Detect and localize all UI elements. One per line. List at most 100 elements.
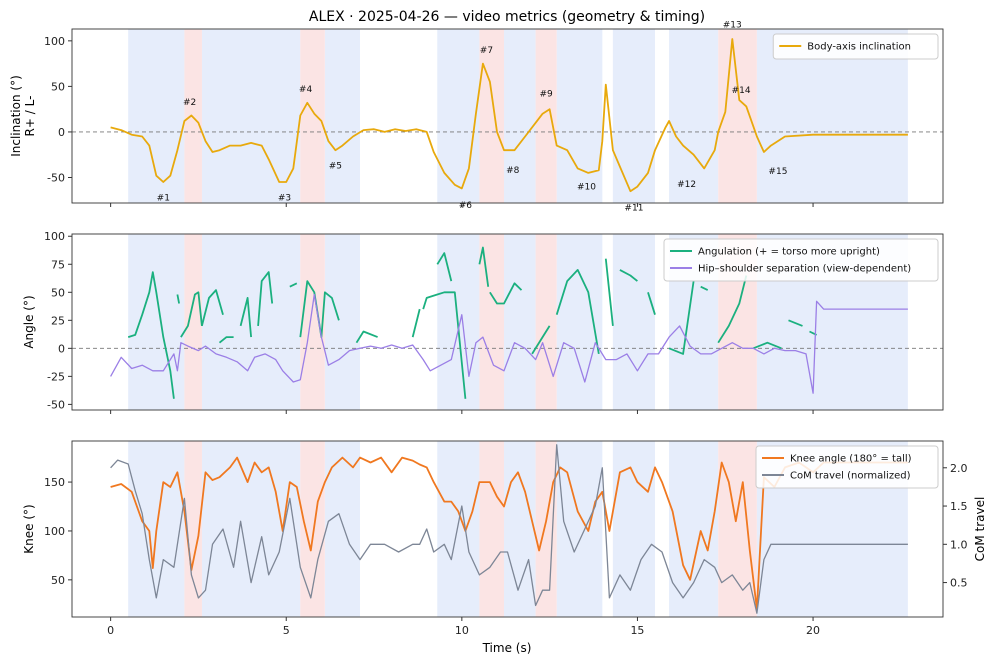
y-axis-label: Angle (°) [22,295,36,348]
legend: Body-axis inclination [772,33,939,60]
series-line [110,444,908,614]
shaded-region-blue [503,441,536,617]
series-line-segment [176,294,180,304]
y-axis-label: Knee (°) [22,504,36,553]
shaded-region-blue [201,441,301,617]
x-tick-label: 5 [283,624,290,637]
legend-label: Hip–shoulder separation (view-dependent) [698,264,911,275]
shaded-region-blue [201,234,301,410]
shaded-region-blue [324,441,360,617]
angle-panel: -50 -25 0 25 50 75 100 Angle (°) Angulation (+ =… [22,230,944,414]
shaded-region-blue [324,234,360,410]
series-line-segment [700,285,709,291]
event-annotation: #9 [539,90,553,100]
series-line [110,38,908,193]
series-line [110,293,908,394]
shaded-region-blue [669,29,719,203]
series-line-segment [752,341,782,350]
shaded-region-blue [612,441,656,617]
series-line-segment [647,292,656,315]
shaded-region-blue [556,234,603,410]
y2-tick-label: 1.0 [950,538,968,551]
y-axis-label: Inclination (°) [9,75,23,157]
shaded-region-blue [437,441,480,617]
x-tick-label: 15 [630,624,644,637]
y-tick-label: 50 [51,80,65,93]
series-line-segment [257,271,274,326]
series-line-segment [604,258,614,326]
x-tick-label: 0 [107,624,114,637]
event-annotation: #5 [329,162,342,172]
x-axis-label: Time (s) [482,641,532,655]
shaded-region-blue [503,29,536,203]
series-line-segment [668,280,695,355]
y-tick-label: 75 [51,258,65,271]
event-annotation: #12 [677,180,696,190]
series-line-segment [619,269,638,282]
y-tick-label: -25 [47,370,65,383]
event-annotation: #10 [577,183,596,193]
legend-label: Knee angle (180° = tall) [790,454,912,465]
y2-tick-label: 0.5 [950,577,968,590]
knee-panel: 50 100 150 0.5 1.0 1.5 2.0 0 5 10 15 20 Knee (°) CoM … [22,440,987,637]
y-tick-label: 100 [44,230,65,243]
series-line-segment [422,291,467,399]
shaded-region-red [184,29,202,203]
series-line-segment [478,246,490,287]
y-tick-label: 25 [51,314,65,327]
y-tick-label: 50 [51,286,65,299]
series-line-segment [436,252,453,282]
series-line-segment [239,297,252,338]
shaded-region-red [479,441,504,617]
legend-label: Body-axis inclination [807,42,911,53]
legend-box [755,445,939,489]
y-tick-label: -50 [47,398,65,411]
series-line-segment [218,336,234,344]
event-annotation: #3 [278,194,291,204]
event-annotation: #1 [157,194,170,204]
shaded-region-blue [556,441,603,617]
event-annotation: #13 [723,20,742,30]
series-line-segment [289,282,298,288]
chart-title: ALEX · 2025-04-26 — video metrics (geome… [309,9,705,25]
legend-box [772,33,939,60]
plot-frame [71,440,944,618]
series-line [110,456,908,611]
legend-label: CoM travel (normalized) [790,471,911,482]
legend-label: Angulation (+ = torso more upright) [698,247,880,258]
series-line-segment [531,325,551,355]
y2-tick-label: 2.0 [950,462,968,475]
y-tick-label: 100 [44,35,65,48]
event-annotation: #2 [183,98,196,108]
event-annotation: #15 [768,167,787,177]
shaded-region-blue [128,234,185,410]
series-line-segment [355,330,378,344]
event-annotation: #11 [624,204,643,214]
x-tick-label: 10 [455,624,469,637]
shaded-region-blue [437,29,480,203]
y2-tick-label: 1.5 [950,500,968,513]
y-tick-label: -50 [47,171,65,184]
shaded-region-red [300,234,325,410]
series-line-segment [180,291,203,338]
y2-axis-label: CoM travel [973,497,987,562]
y-tick-label: 0 [58,126,65,139]
plot-frame [71,233,944,411]
y-tick-label: 100 [44,525,65,538]
shaded-region-red [184,441,202,617]
shaded-region-red [300,29,325,203]
series-line-segment [201,289,224,327]
event-annotation: #7 [480,46,493,56]
y-axis-label-sub: R+ / L- [23,96,37,137]
series-line-segment [411,308,421,338]
shaded-region-blue [612,29,656,203]
shaded-region-red [479,234,504,410]
shaded-region-blue [503,234,536,410]
event-annotation: #4 [299,85,313,95]
legend: Knee angle (180° = tall) CoM travel (norm… [755,445,939,489]
series-line-segment [127,271,175,399]
shaded-region-red [479,29,504,203]
series-line-segment [555,269,600,355]
shaded-region-blue [201,29,301,203]
